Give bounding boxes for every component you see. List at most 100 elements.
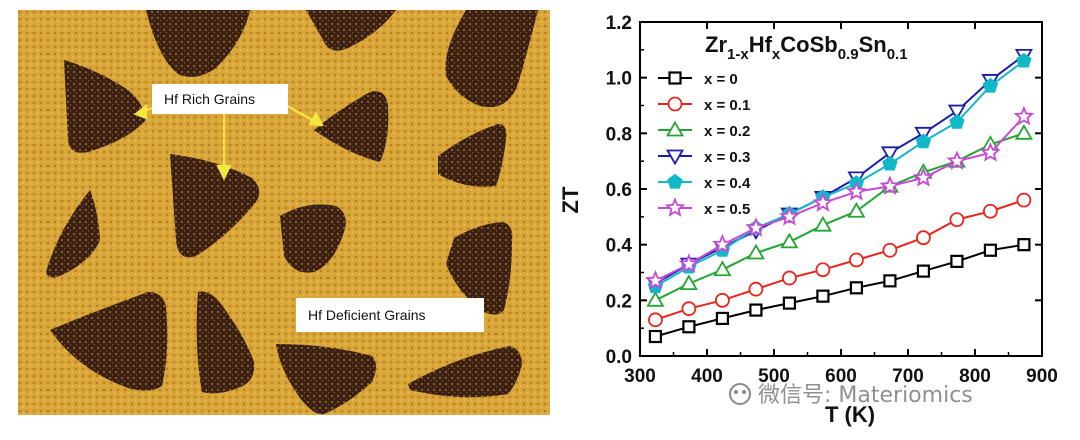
data-point-s2 bbox=[746, 243, 765, 260]
data-point-s5 bbox=[745, 217, 767, 237]
microstructure-illustration: Hf Rich Grains Hf Deficient Grains bbox=[18, 10, 550, 415]
data-point-s0 bbox=[648, 329, 663, 344]
data-point-s1 bbox=[782, 270, 797, 286]
grain bbox=[170, 154, 260, 258]
data-point-s1 bbox=[748, 281, 764, 297]
legend-marker bbox=[665, 120, 685, 137]
zt-chart: 300 400 500 600 700 800 900 0.0 0.2 0.4 0.6 0.8 1.0 1… bbox=[560, 0, 1080, 440]
data-point-s2 bbox=[1014, 124, 1033, 140]
data-point-s1 bbox=[849, 252, 864, 268]
title-part: Hf bbox=[749, 32, 773, 57]
data-point-s0 bbox=[883, 274, 897, 288]
y-tick-label: 1.0 bbox=[606, 69, 632, 90]
data-point-s1 bbox=[648, 312, 663, 328]
grain bbox=[50, 292, 168, 391]
data-point-s1 bbox=[815, 262, 831, 278]
data-point-s1 bbox=[916, 230, 931, 246]
legend-label: x = 0.2 bbox=[704, 123, 750, 140]
data-point-s0 bbox=[782, 296, 797, 310]
x-axis-title: T (K) bbox=[825, 402, 875, 427]
watermark-text: 微信号: Materiomics bbox=[758, 383, 973, 408]
data-point-s2 bbox=[813, 215, 832, 232]
arrowhead bbox=[308, 111, 324, 127]
grain bbox=[438, 124, 507, 187]
data-point-s0 bbox=[916, 264, 931, 278]
data-point-s3 bbox=[947, 104, 966, 121]
data-point-s1 bbox=[949, 212, 965, 228]
data-point-s2 bbox=[847, 201, 866, 218]
watermark-icon bbox=[729, 383, 751, 405]
data-point-s4 bbox=[982, 77, 999, 93]
data-point-s4 bbox=[949, 114, 965, 129]
data-point-s5 bbox=[645, 270, 666, 290]
y-tick-label: 0.6 bbox=[606, 180, 632, 201]
grain bbox=[196, 291, 255, 394]
data-point-s1 bbox=[681, 301, 697, 317]
y-tick-label: 0.4 bbox=[606, 236, 633, 257]
grain bbox=[280, 204, 346, 273]
title-part: Zr bbox=[705, 32, 727, 57]
grain bbox=[445, 10, 538, 108]
data-point-s4 bbox=[915, 133, 932, 149]
chart-title: Zr1-xHfxCoSb0.9Sn0.1 bbox=[705, 32, 908, 63]
y-tick-label: 1.2 bbox=[606, 13, 632, 34]
hf-rich-grains bbox=[46, 10, 538, 415]
legend-label: x = 0.5 bbox=[704, 201, 750, 218]
grain bbox=[276, 344, 376, 415]
label-hf-deficient: Hf Deficient Grains bbox=[296, 298, 484, 332]
grain bbox=[64, 60, 146, 153]
legend-label: x = 0.1 bbox=[704, 97, 750, 114]
legend-marker bbox=[668, 71, 682, 85]
data-point-s0 bbox=[849, 281, 864, 295]
data-point-s1 bbox=[882, 242, 898, 258]
data-point-s4 bbox=[882, 155, 898, 171]
data-point-s3 bbox=[880, 146, 899, 163]
data-point-s5 bbox=[1013, 105, 1035, 126]
data-point-s2 bbox=[646, 291, 665, 307]
data-point-s1 bbox=[1016, 192, 1032, 208]
title-part: Sn bbox=[859, 32, 887, 57]
y-tick-label: 0.0 bbox=[606, 347, 632, 368]
data-point-s0 bbox=[1017, 238, 1031, 252]
grain bbox=[446, 222, 513, 315]
x-tick-label: 300 bbox=[624, 366, 656, 387]
x-tick-label: 500 bbox=[758, 366, 790, 387]
x-tick-label: 600 bbox=[825, 366, 857, 387]
grain bbox=[146, 10, 250, 77]
data-point-s5 bbox=[812, 192, 834, 212]
legend-label: x = 0.4 bbox=[704, 175, 751, 192]
data-point-s5 bbox=[913, 167, 934, 187]
data-point-s5 bbox=[678, 253, 700, 273]
data-point-s2 bbox=[713, 260, 732, 277]
legend-marker bbox=[667, 96, 683, 112]
legend-marker bbox=[665, 149, 685, 166]
data-point-s5 bbox=[846, 180, 867, 201]
label-hf-deficient-text: Hf Deficient Grains bbox=[308, 307, 425, 323]
label-hf-rich: Hf Rich Grains bbox=[152, 84, 288, 114]
data-point-s4 bbox=[1016, 52, 1032, 68]
y-axis-title: ZT bbox=[560, 186, 583, 213]
watermark: 微信号: Materiomics bbox=[729, 383, 973, 408]
data-point-s0 bbox=[983, 243, 998, 257]
title-part: x bbox=[772, 46, 781, 63]
data-point-s5 bbox=[946, 150, 968, 170]
grain bbox=[314, 91, 389, 162]
label-hf-rich-text: Hf Rich Grains bbox=[164, 91, 255, 107]
title-part: 0.9 bbox=[838, 46, 859, 63]
data-point-s0 bbox=[816, 289, 830, 303]
legend-marker bbox=[667, 173, 683, 189]
title-part: 0.1 bbox=[887, 46, 908, 63]
grain bbox=[408, 346, 522, 398]
data-point-s0 bbox=[749, 303, 763, 317]
data-point-s2 bbox=[780, 232, 799, 249]
x-tick-label: 800 bbox=[959, 366, 991, 387]
y-tick-label: 0.8 bbox=[606, 124, 632, 145]
y-tick-label: 0.2 bbox=[606, 291, 632, 312]
arrowhead bbox=[216, 164, 232, 181]
data-point-s0 bbox=[715, 311, 730, 326]
data-point-s1 bbox=[983, 203, 998, 219]
grain bbox=[306, 10, 396, 51]
grain bbox=[46, 190, 100, 278]
data-point-s1 bbox=[715, 292, 730, 308]
legend-label: x = 0 bbox=[704, 71, 738, 88]
